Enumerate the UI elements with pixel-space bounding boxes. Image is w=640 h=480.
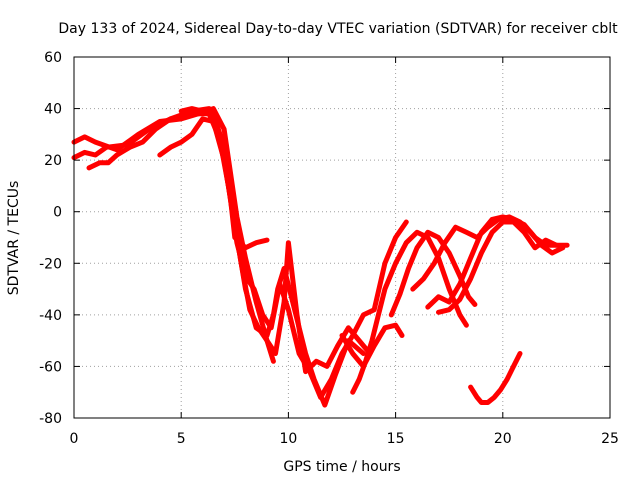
plot-frame <box>73 56 611 419</box>
chart-title: Day 133 of 2024, Sidereal Day-to-day VTE… <box>58 21 618 37</box>
x-axis-label: GPS time / hours <box>283 459 400 475</box>
y-tick-label: -60 <box>39 359 62 375</box>
y-tick-label: -40 <box>39 308 62 324</box>
series-track-5 <box>178 106 409 400</box>
y-tick-label: -80 <box>39 411 62 427</box>
series-track-11 <box>436 219 570 315</box>
x-tick-label: 25 <box>601 431 619 447</box>
x-tick-label: 15 <box>387 431 405 447</box>
series-track-12 <box>468 351 523 405</box>
y-tick-label: 0 <box>53 205 62 221</box>
series-track-7 <box>350 229 469 395</box>
y-tick-label: 40 <box>44 102 62 118</box>
x-tick-label: 0 <box>70 431 79 447</box>
y-tick-label: -20 <box>39 256 62 272</box>
y-tick-label: 60 <box>44 50 62 66</box>
y-axis-label: SDTVAR / TECUs <box>6 181 22 296</box>
series-track-6 <box>339 322 405 369</box>
x-tick-label: 5 <box>177 431 186 447</box>
data-series <box>71 106 570 408</box>
series-track-10 <box>425 214 559 310</box>
x-tick-label: 10 <box>279 431 297 447</box>
x-tick-label: 20 <box>494 431 512 447</box>
grid-lines <box>74 57 610 418</box>
y-tick-label: 20 <box>44 153 62 169</box>
axis-ticks: 0 5 10 15 20 25 60 40 20 0 -20 -40 -60 -80 <box>39 50 619 447</box>
series-track-4 <box>157 116 373 375</box>
